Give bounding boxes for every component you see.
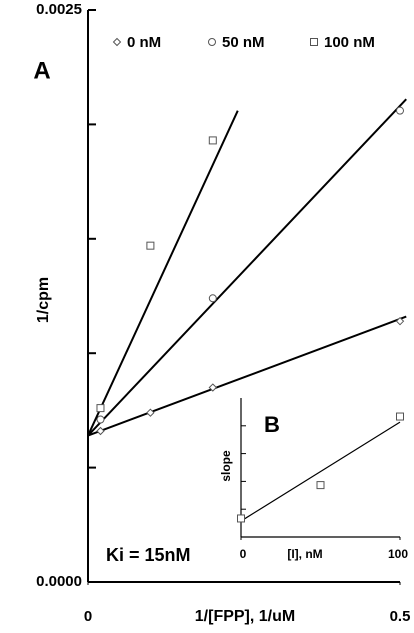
y-tick-label: 0.0025 [36, 1, 82, 18]
marker [96, 415, 105, 424]
panel-label: B [264, 412, 280, 437]
marker [112, 37, 122, 47]
x-tick-label: 0 [240, 547, 247, 561]
marker [396, 412, 404, 421]
marker [208, 136, 217, 145]
legend-label: 100 nM [324, 34, 375, 51]
marker [396, 106, 404, 115]
x-axis-label: [I], nM [287, 547, 322, 561]
marker [96, 426, 105, 436]
legend-label: 50 nM [222, 34, 265, 51]
fit-line [240, 421, 401, 522]
x-axis-label: 1/[FPP], 1/uM [195, 608, 295, 625]
fit-line [87, 315, 407, 437]
marker [146, 241, 155, 250]
panel-label: A [33, 57, 50, 84]
marker [310, 38, 318, 46]
marker [208, 294, 217, 303]
marker [146, 408, 155, 417]
marker [395, 316, 405, 326]
marker [96, 404, 105, 413]
y-axis-label: slope [219, 450, 233, 482]
annotation: Ki = 15nM [106, 545, 191, 565]
marker [208, 383, 218, 392]
y-tick-label: 0.0000 [36, 573, 82, 590]
fit-line [87, 110, 239, 436]
y-axis-label: 1/cpm [35, 277, 52, 323]
legend-label: 0 nM [127, 34, 161, 51]
marker [208, 38, 216, 46]
x-tick-label: 0.5 [390, 608, 411, 625]
fit-line [87, 98, 407, 437]
marker [316, 481, 325, 490]
marker [237, 514, 245, 523]
x-tick-label: 0 [84, 608, 92, 625]
x-tick-label: 100 [388, 547, 408, 561]
